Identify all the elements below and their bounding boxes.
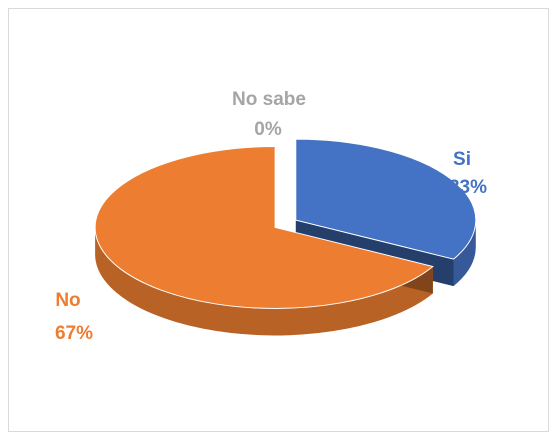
- slice-label-no-sabe: No sabe: [232, 89, 306, 110]
- slice-value-no: 67%: [55, 323, 93, 344]
- slice-value-no-sabe: 0%: [254, 119, 282, 140]
- slice-value-si: 33%: [449, 177, 487, 198]
- pie-slice-no: [94, 145, 434, 309]
- pie-labels: Si 33% No 67% No sabe 0%: [55, 89, 487, 344]
- pie-tops: [94, 138, 477, 309]
- slice-label-si: Si: [453, 149, 471, 170]
- slice-label-no: No: [55, 290, 80, 311]
- pie-wall-si: [453, 220, 476, 287]
- pie-wall-no: [95, 227, 433, 336]
- pie-slice-si: [295, 138, 477, 260]
